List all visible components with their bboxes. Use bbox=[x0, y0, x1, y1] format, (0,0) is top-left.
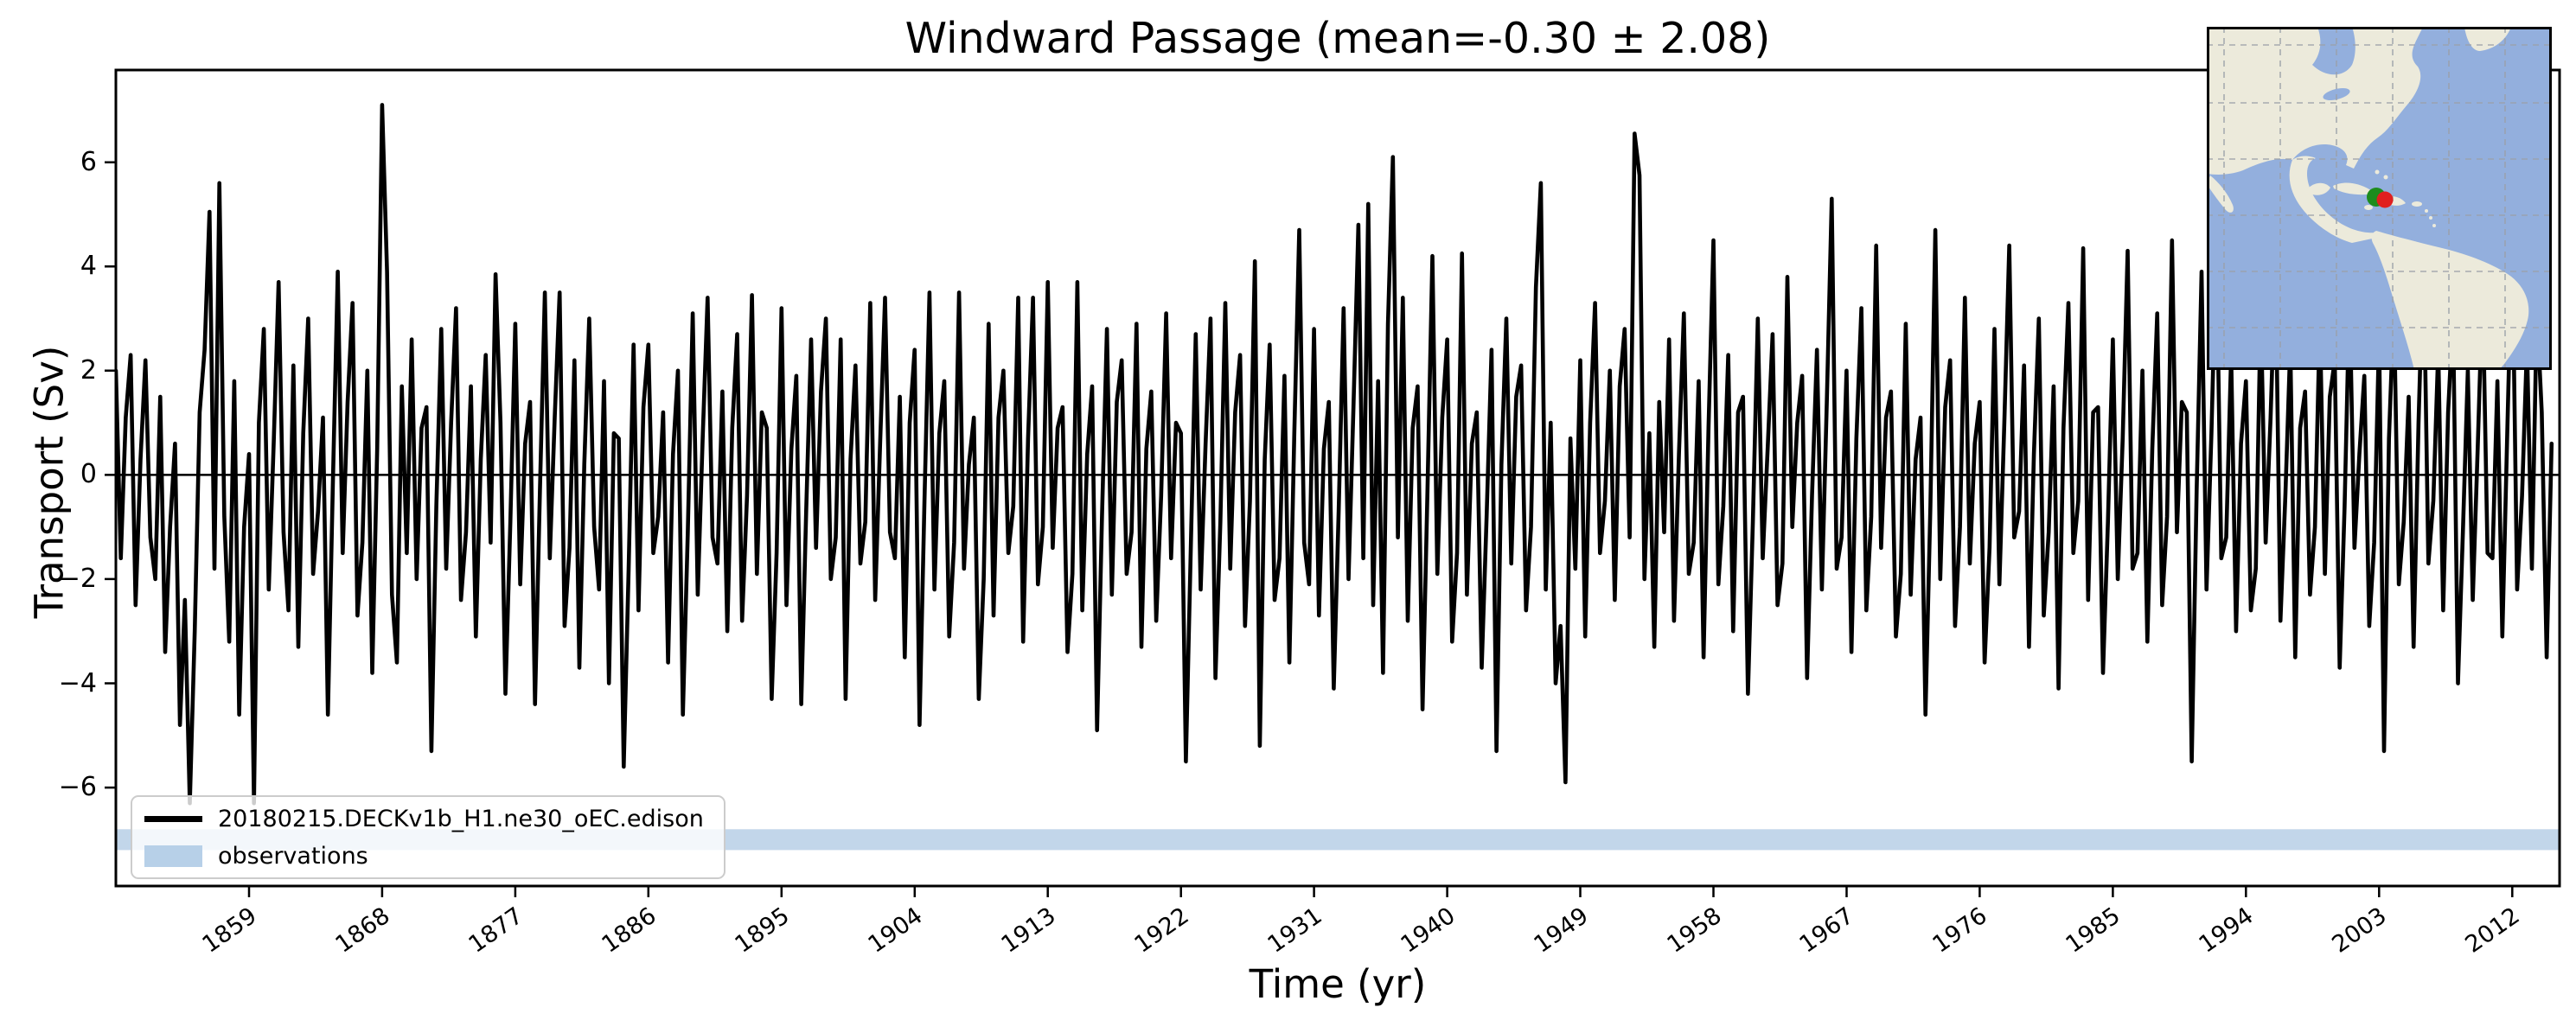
inset-border bbox=[2207, 27, 2552, 370]
island-antilles bbox=[2425, 209, 2428, 213]
inset-map bbox=[2207, 27, 2552, 370]
landmass-baja-california bbox=[2207, 175, 2234, 213]
map-gridlines bbox=[2207, 27, 2552, 370]
landmass-central-america bbox=[2289, 156, 2378, 243]
axis-tick-marks bbox=[105, 161, 2514, 897]
time-series-line bbox=[116, 103, 2554, 806]
island-antilles bbox=[2432, 224, 2436, 227]
legend-patch-swatch bbox=[144, 845, 202, 867]
landmass-yucatan bbox=[2309, 182, 2330, 195]
obs-location-marker bbox=[2376, 191, 2394, 208]
axis-title-x: Time (yr) bbox=[1249, 961, 1427, 1007]
y-tick-label: 2 bbox=[80, 354, 97, 386]
landmass-greenland bbox=[2464, 27, 2511, 51]
map-landmasses bbox=[2207, 27, 2529, 370]
legend-item-observations: observations bbox=[144, 841, 712, 870]
plot-frame bbox=[114, 68, 2561, 888]
island-cuba bbox=[2333, 182, 2372, 195]
legend-line-swatch bbox=[144, 815, 202, 822]
landmass-north-america bbox=[2207, 27, 2423, 175]
y-tick-label: −2 bbox=[58, 563, 97, 594]
y-tick-label: 6 bbox=[80, 146, 97, 177]
y-tick-label: 4 bbox=[80, 251, 97, 282]
landmass-south-america bbox=[2371, 231, 2529, 370]
island-bahamas bbox=[2375, 169, 2380, 175]
legend-label-observations: observations bbox=[218, 842, 368, 870]
y-tick-label: 0 bbox=[80, 459, 97, 490]
island-jamaica bbox=[2364, 205, 2373, 210]
chart-title: Windward Passage (mean=-0.30 ± 2.08) bbox=[904, 14, 1771, 63]
y-tick-label: −4 bbox=[58, 667, 97, 698]
legend-item-model: 20180215.DECKv1b_H1.ne30_oEC.edison bbox=[144, 804, 712, 833]
island-antilles bbox=[2429, 216, 2432, 220]
legend: 20180215.DECKv1b_H1.ne30_oEC.edison obse… bbox=[131, 795, 725, 879]
island-puerto-rico bbox=[2412, 201, 2422, 207]
legend-label-model: 20180215.DECKv1b_H1.ne30_oEC.edison bbox=[218, 805, 704, 832]
y-tick-label: −6 bbox=[58, 772, 97, 803]
island-bahamas bbox=[2383, 175, 2388, 180]
